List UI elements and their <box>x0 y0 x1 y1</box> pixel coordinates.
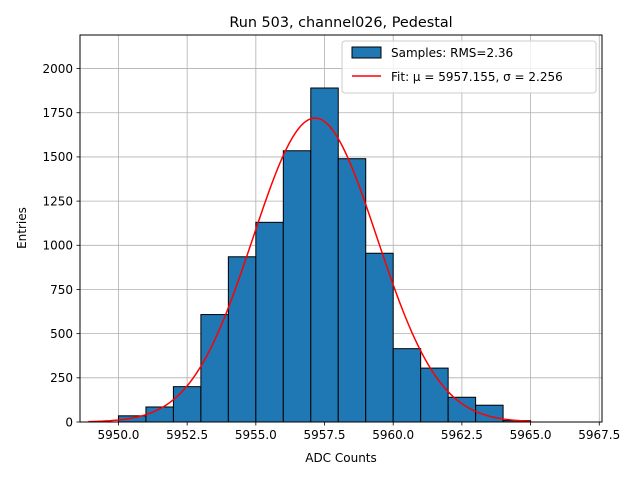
x-tick-label: 5967.5 <box>578 428 620 442</box>
y-axis-label: Entries <box>15 207 29 249</box>
plot-frame <box>79 34 603 423</box>
y-tick-label: 1000 <box>42 239 73 253</box>
legend-fit-label: Fit: μ = 5957.155, σ = 2.256 <box>391 70 563 84</box>
y-tick-label: 750 <box>50 283 73 297</box>
y-tick-label: 1750 <box>42 106 73 120</box>
histogram-bar <box>392 348 422 423</box>
legend-samples-swatch <box>351 46 382 59</box>
x-tick-label: 5960.0 <box>372 428 414 442</box>
legend: Samples: RMS=2.36 Fit: μ = 5957.155, σ =… <box>341 40 597 94</box>
fit-curve-group <box>88 117 531 423</box>
histogram-bar <box>310 87 339 423</box>
chart-title: Run 503, channel026, Pedestal <box>229 15 452 31</box>
histogram-bar <box>282 150 312 423</box>
fit-curve <box>88 117 531 423</box>
x-tick-label: 5957.5 <box>304 428 346 442</box>
histogram-bar <box>227 256 257 423</box>
histogram-bar <box>420 367 449 423</box>
y-tick-label: 250 <box>50 371 73 385</box>
x-tick-label: 5955.0 <box>235 428 277 442</box>
histogram-bar <box>255 221 284 423</box>
histogram-bar <box>337 158 367 423</box>
x-tick-label: 5952.5 <box>166 428 208 442</box>
ticks: 5950.0 5952.5 5955.0 5957.5 5960.0 5962.5 5965… <box>42 62 620 442</box>
y-tick-label: 0 <box>65 415 73 429</box>
legend-samples-label: Samples: RMS=2.36 <box>391 46 513 60</box>
histogram-bar <box>172 386 202 423</box>
legend-box <box>341 40 597 94</box>
x-tick-label: 5965.0 <box>510 428 552 442</box>
histogram-bars <box>117 87 532 423</box>
histogram-bar <box>365 252 394 423</box>
y-tick-label: 1250 <box>42 194 73 208</box>
x-tick-label: 5950.0 <box>97 428 139 442</box>
y-tick-label: 500 <box>50 327 73 341</box>
x-tick-label: 5962.5 <box>441 428 483 442</box>
y-tick-label: 2000 <box>42 62 73 76</box>
histogram-bar <box>200 314 229 423</box>
y-tick-label: 1500 <box>42 150 73 164</box>
x-axis-label: ADC Counts <box>305 451 377 465</box>
